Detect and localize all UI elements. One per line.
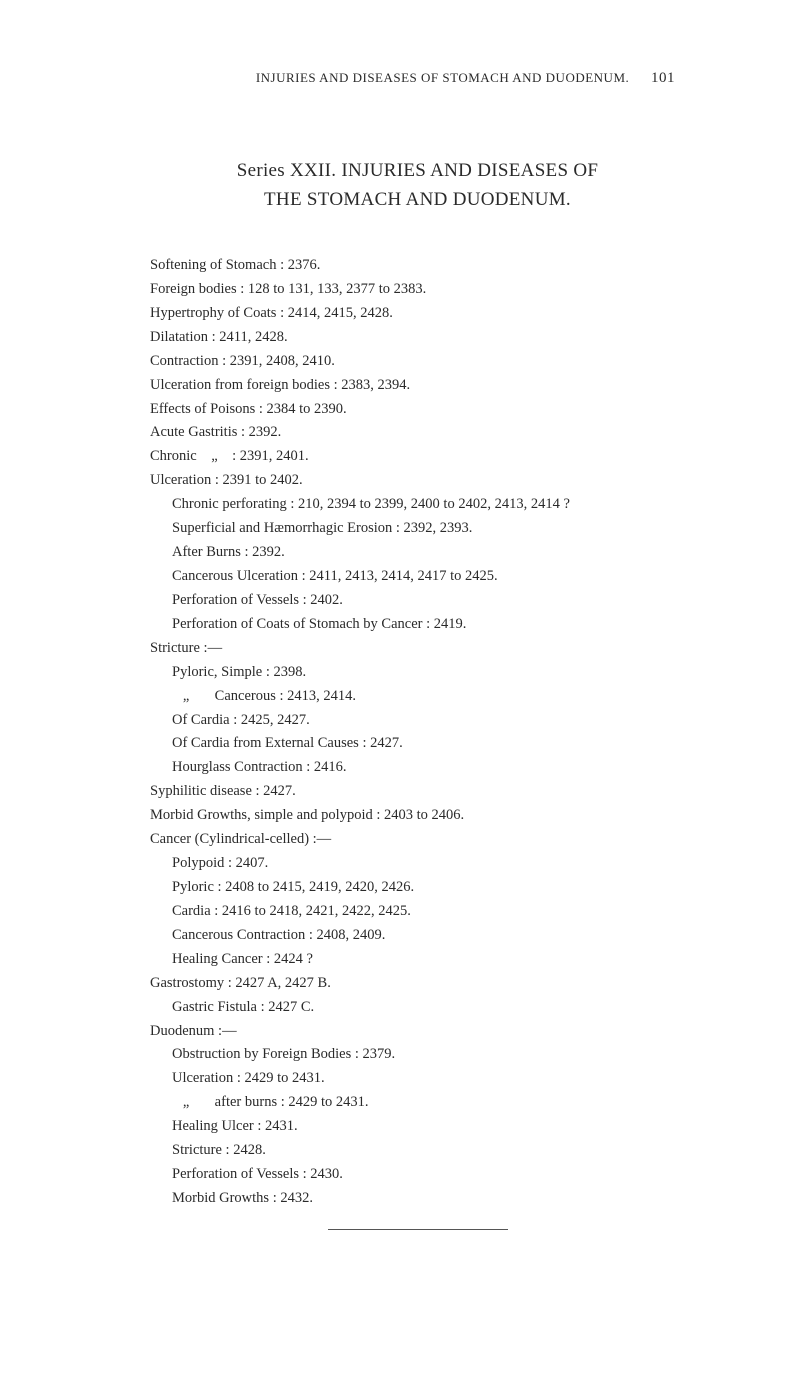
index-entry: Pyloric : 2408 to 2415, 2419, 2420, 2426… [172, 876, 685, 900]
page-number: 101 [651, 70, 675, 86]
index-entry: Duodenum :— [150, 1020, 685, 1044]
index-entry: Gastrostomy : 2427 A, 2427 B. [150, 972, 685, 996]
index-entry: Polypoid : 2407. [172, 852, 685, 876]
index-entry: Stricture :— [150, 637, 685, 661]
index-entry: Foreign bodies : 128 to 131, 133, 2377 t… [150, 278, 685, 302]
index-entry: Stricture : 2428. [172, 1139, 685, 1163]
index-entry: Healing Cancer : 2424 ? [172, 948, 685, 972]
index-entry: Hypertrophy of Coats : 2414, 2415, 2428. [150, 302, 685, 326]
index-entry: Healing Ulcer : 2431. [172, 1115, 685, 1139]
index-entry: Morbid Growths : 2432. [172, 1187, 685, 1211]
index-entry: Acute Gastritis : 2392. [150, 421, 685, 445]
index-entry: Dilatation : 2411, 2428. [150, 326, 685, 350]
index-entry: Morbid Growths, simple and polypoid : 24… [150, 804, 685, 828]
index-entry: Perforation of Vessels : 2430. [172, 1163, 685, 1187]
index-entry: Obstruction by Foreign Bodies : 2379. [172, 1043, 685, 1067]
index-entry: After Burns : 2392. [172, 541, 685, 565]
index-entry: Ulceration : 2391 to 2402. [150, 469, 685, 493]
running-header: INJURIES AND DISEASES OF STOMACH AND DUO… [150, 70, 685, 87]
index-entry: Chronic „ : 2391, 2401. [150, 445, 685, 469]
index-entry: Hourglass Contraction : 2416. [172, 756, 685, 780]
index-entry: Cancer (Cylindrical-celled) :— [150, 828, 685, 852]
index-entry: Contraction : 2391, 2408, 2410. [150, 350, 685, 374]
index-entry: „ after burns : 2429 to 2431. [172, 1091, 685, 1115]
index-entry: Cancerous Contraction : 2408, 2409. [172, 924, 685, 948]
index-entry: Ulceration from foreign bodies : 2383, 2… [150, 374, 685, 398]
index-entry: Of Cardia from External Causes : 2427. [172, 732, 685, 756]
index-entry: Chronic perforating : 210, 2394 to 2399,… [172, 493, 685, 517]
index-entry: „ Cancerous : 2413, 2414. [172, 685, 685, 709]
index-entry: Cancerous Ulceration : 2411, 2413, 2414,… [172, 565, 685, 589]
index-entry: Syphilitic disease : 2427. [150, 780, 685, 804]
index-entry: Ulceration : 2429 to 2431. [172, 1067, 685, 1091]
index-entry: Cardia : 2416 to 2418, 2421, 2422, 2425. [172, 900, 685, 924]
divider-rule [328, 1229, 508, 1230]
running-title-text: INJURIES AND DISEASES OF STOMACH AND DUO… [256, 70, 629, 85]
section-title: Series XXII. INJURIES AND DISEASES OF TH… [150, 157, 685, 214]
index-entry: Gastric Fistula : 2427 C. [172, 996, 685, 1020]
index-entry: Softening of Stomach : 2376. [150, 254, 685, 278]
index-entry: Perforation of Vessels : 2402. [172, 589, 685, 613]
index-entry: Effects of Poisons : 2384 to 2390. [150, 398, 685, 422]
index-entry: Of Cardia : 2425, 2427. [172, 709, 685, 733]
index-entry: Superficial and Hæmorrhagic Erosion : 23… [172, 517, 685, 541]
index-entry: Pyloric, Simple : 2398. [172, 661, 685, 685]
index-entry: Perforation of Coats of Stomach by Cance… [172, 613, 685, 637]
content-listing: Softening of Stomach : 2376.Foreign bodi… [150, 254, 685, 1211]
title-line-2: THE STOMACH AND DUODENUM. [150, 186, 685, 215]
title-line-1: Series XXII. INJURIES AND DISEASES OF [150, 157, 685, 186]
